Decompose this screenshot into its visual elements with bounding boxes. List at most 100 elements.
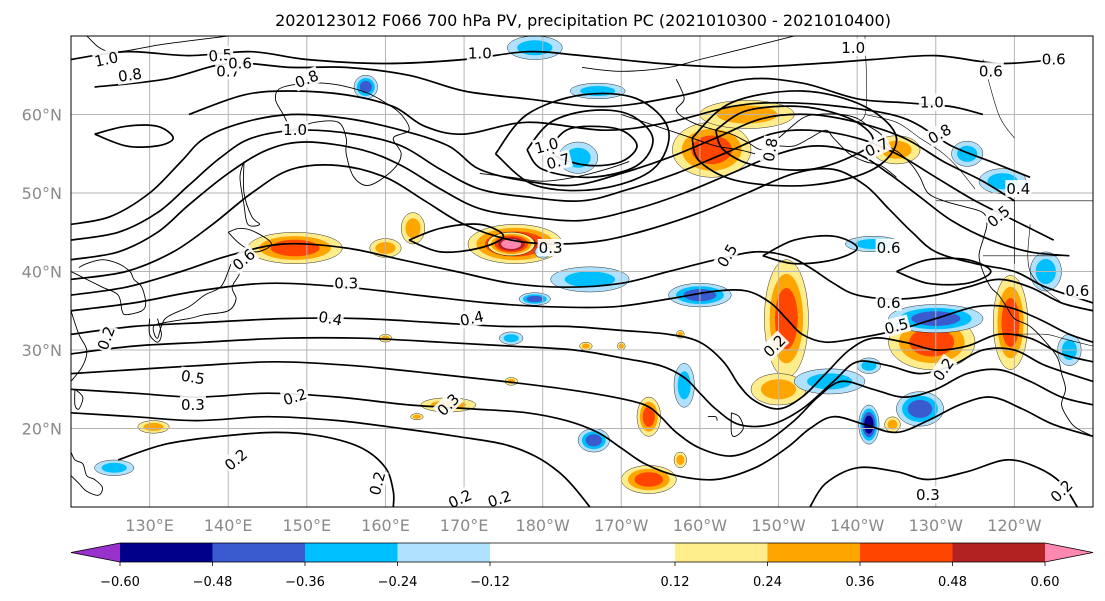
colorbar-segment xyxy=(305,543,398,562)
pv-contour xyxy=(94,124,175,148)
contour-label-text: 0.8 xyxy=(117,65,143,86)
contour-label-text: 0.4 xyxy=(317,308,344,330)
colorbar-segment xyxy=(397,543,491,562)
colorbar-segment xyxy=(675,543,768,562)
precip-patch xyxy=(957,145,978,162)
colorbar-tick-label: −0.24 xyxy=(378,575,418,590)
colorbar-tick-label: 0.60 xyxy=(1031,575,1060,590)
contour-label: 1.0 xyxy=(531,133,562,158)
precip-patch xyxy=(861,360,877,371)
lon-tick-label: 140°W xyxy=(830,516,885,535)
contour-label: 0.4 xyxy=(457,307,487,330)
precip-patch xyxy=(359,80,372,94)
pv-contour xyxy=(71,129,1055,241)
contour-label-text: 0.3 xyxy=(181,396,205,414)
axis-layer: 20°N 30°N 40°N 50°N 60°N 130°E 140°E 150°E 160°E… xyxy=(22,106,1042,536)
precip-patch xyxy=(677,371,691,400)
contour-label-text: 0.6 xyxy=(228,55,252,73)
pv-contour xyxy=(188,90,1031,179)
pv-contour xyxy=(71,360,1093,457)
pv-contour-layer xyxy=(71,50,1093,507)
contour-label: 0.3 xyxy=(537,239,564,257)
pv-contour xyxy=(762,234,859,265)
map-layer: 1.00.80.50.70.60.81.01.01.00.71.00.60.61… xyxy=(71,36,1093,511)
coastline xyxy=(239,161,261,227)
precip-patch xyxy=(581,343,590,349)
pv-contour xyxy=(526,109,654,179)
contour-label-text: 0.6 xyxy=(877,239,901,257)
contour-label: 0.6 xyxy=(875,293,902,312)
contour-label-text: 0.8 xyxy=(760,136,782,163)
colorbar-segment xyxy=(767,543,861,562)
chart-title: 2020123012 F066 700 hPa PV, precipitatio… xyxy=(275,11,891,30)
colorbar-segment xyxy=(860,543,953,562)
map-frame xyxy=(70,35,1094,508)
contour-label: 0.6 xyxy=(977,62,1004,80)
contour-label-text: 0.5 xyxy=(180,367,207,389)
colorbar-segment xyxy=(212,543,306,562)
contour-label: 1.0 xyxy=(282,121,309,139)
contour-label: 0.4 xyxy=(316,307,345,330)
pv-contour xyxy=(408,223,505,254)
contour-label: 0.4 xyxy=(1005,180,1032,198)
contour-label-text: 0.4 xyxy=(458,307,485,330)
contour-label: 0.7 xyxy=(543,149,574,173)
lon-tick-label: 160°E xyxy=(361,516,410,535)
colorbar-tick-label: −0.12 xyxy=(470,575,510,590)
precip-patch xyxy=(907,399,933,418)
pv-contour xyxy=(71,141,1070,261)
coastline xyxy=(148,318,162,343)
contour-label-text: 1.0 xyxy=(283,121,307,139)
coastline xyxy=(86,36,229,53)
precip-patch xyxy=(864,415,874,434)
lon-tick-label: 140°E xyxy=(204,516,253,535)
lon-tick-label: 120°W xyxy=(987,516,1042,535)
contour-label: 0.8 xyxy=(115,64,144,86)
contour-label: 0.8 xyxy=(759,135,782,164)
contour-label: 0.5 xyxy=(178,366,208,389)
contour-label-text: 0.6 xyxy=(1042,51,1066,69)
contour-label: 0.5 xyxy=(881,314,912,338)
precip-patch xyxy=(526,295,543,303)
contour-label-text: 1.0 xyxy=(841,39,865,57)
contour-label: 0.3 xyxy=(914,486,941,504)
contour-label-text: 0.6 xyxy=(979,62,1003,80)
pv-contour xyxy=(117,431,395,507)
contour-label-text: 0.3 xyxy=(334,274,358,292)
pv-contour xyxy=(71,282,1093,344)
contour-label-text: 0.2 xyxy=(366,470,390,498)
pv-contour xyxy=(691,90,898,187)
colorbar-extend-low xyxy=(71,543,120,562)
contour-label-text: 0.6 xyxy=(1065,282,1089,300)
pv-contour xyxy=(494,92,670,192)
coastline xyxy=(71,310,88,382)
coastline xyxy=(71,259,147,316)
lat-tick-label: 30°N xyxy=(22,341,62,360)
contour-label-text: 1.0 xyxy=(920,94,944,112)
colorbar-segment xyxy=(490,543,676,562)
contour-label: 0.3 xyxy=(333,274,360,292)
lon-tick-label: 130°W xyxy=(909,516,964,535)
colorbar-segment xyxy=(120,543,213,562)
lon-tick-label: 150°W xyxy=(751,516,806,535)
coastline xyxy=(730,412,744,437)
lon-tick-label: 170°E xyxy=(440,516,489,535)
precip-patch xyxy=(642,406,655,427)
precip-patch xyxy=(270,239,320,257)
contour-label-text: 0.5 xyxy=(208,46,233,66)
precip-patch xyxy=(585,434,602,447)
contour-label-text: 0.2 xyxy=(485,487,513,511)
coastline xyxy=(581,36,795,72)
contour-label: 0.6 xyxy=(1040,50,1067,69)
political-boundary xyxy=(1027,224,1062,304)
lon-tick-label: 170°W xyxy=(594,516,649,535)
lon-tick-label: 160°W xyxy=(673,516,728,535)
lat-tick-label: 40°N xyxy=(22,263,62,282)
precip-patch xyxy=(503,334,519,343)
precip-patch xyxy=(412,414,421,419)
colorbar-segment xyxy=(952,543,1046,562)
precip-patch xyxy=(143,422,164,431)
contour-label-text: 1.0 xyxy=(93,48,120,71)
precip-patch xyxy=(691,135,733,165)
